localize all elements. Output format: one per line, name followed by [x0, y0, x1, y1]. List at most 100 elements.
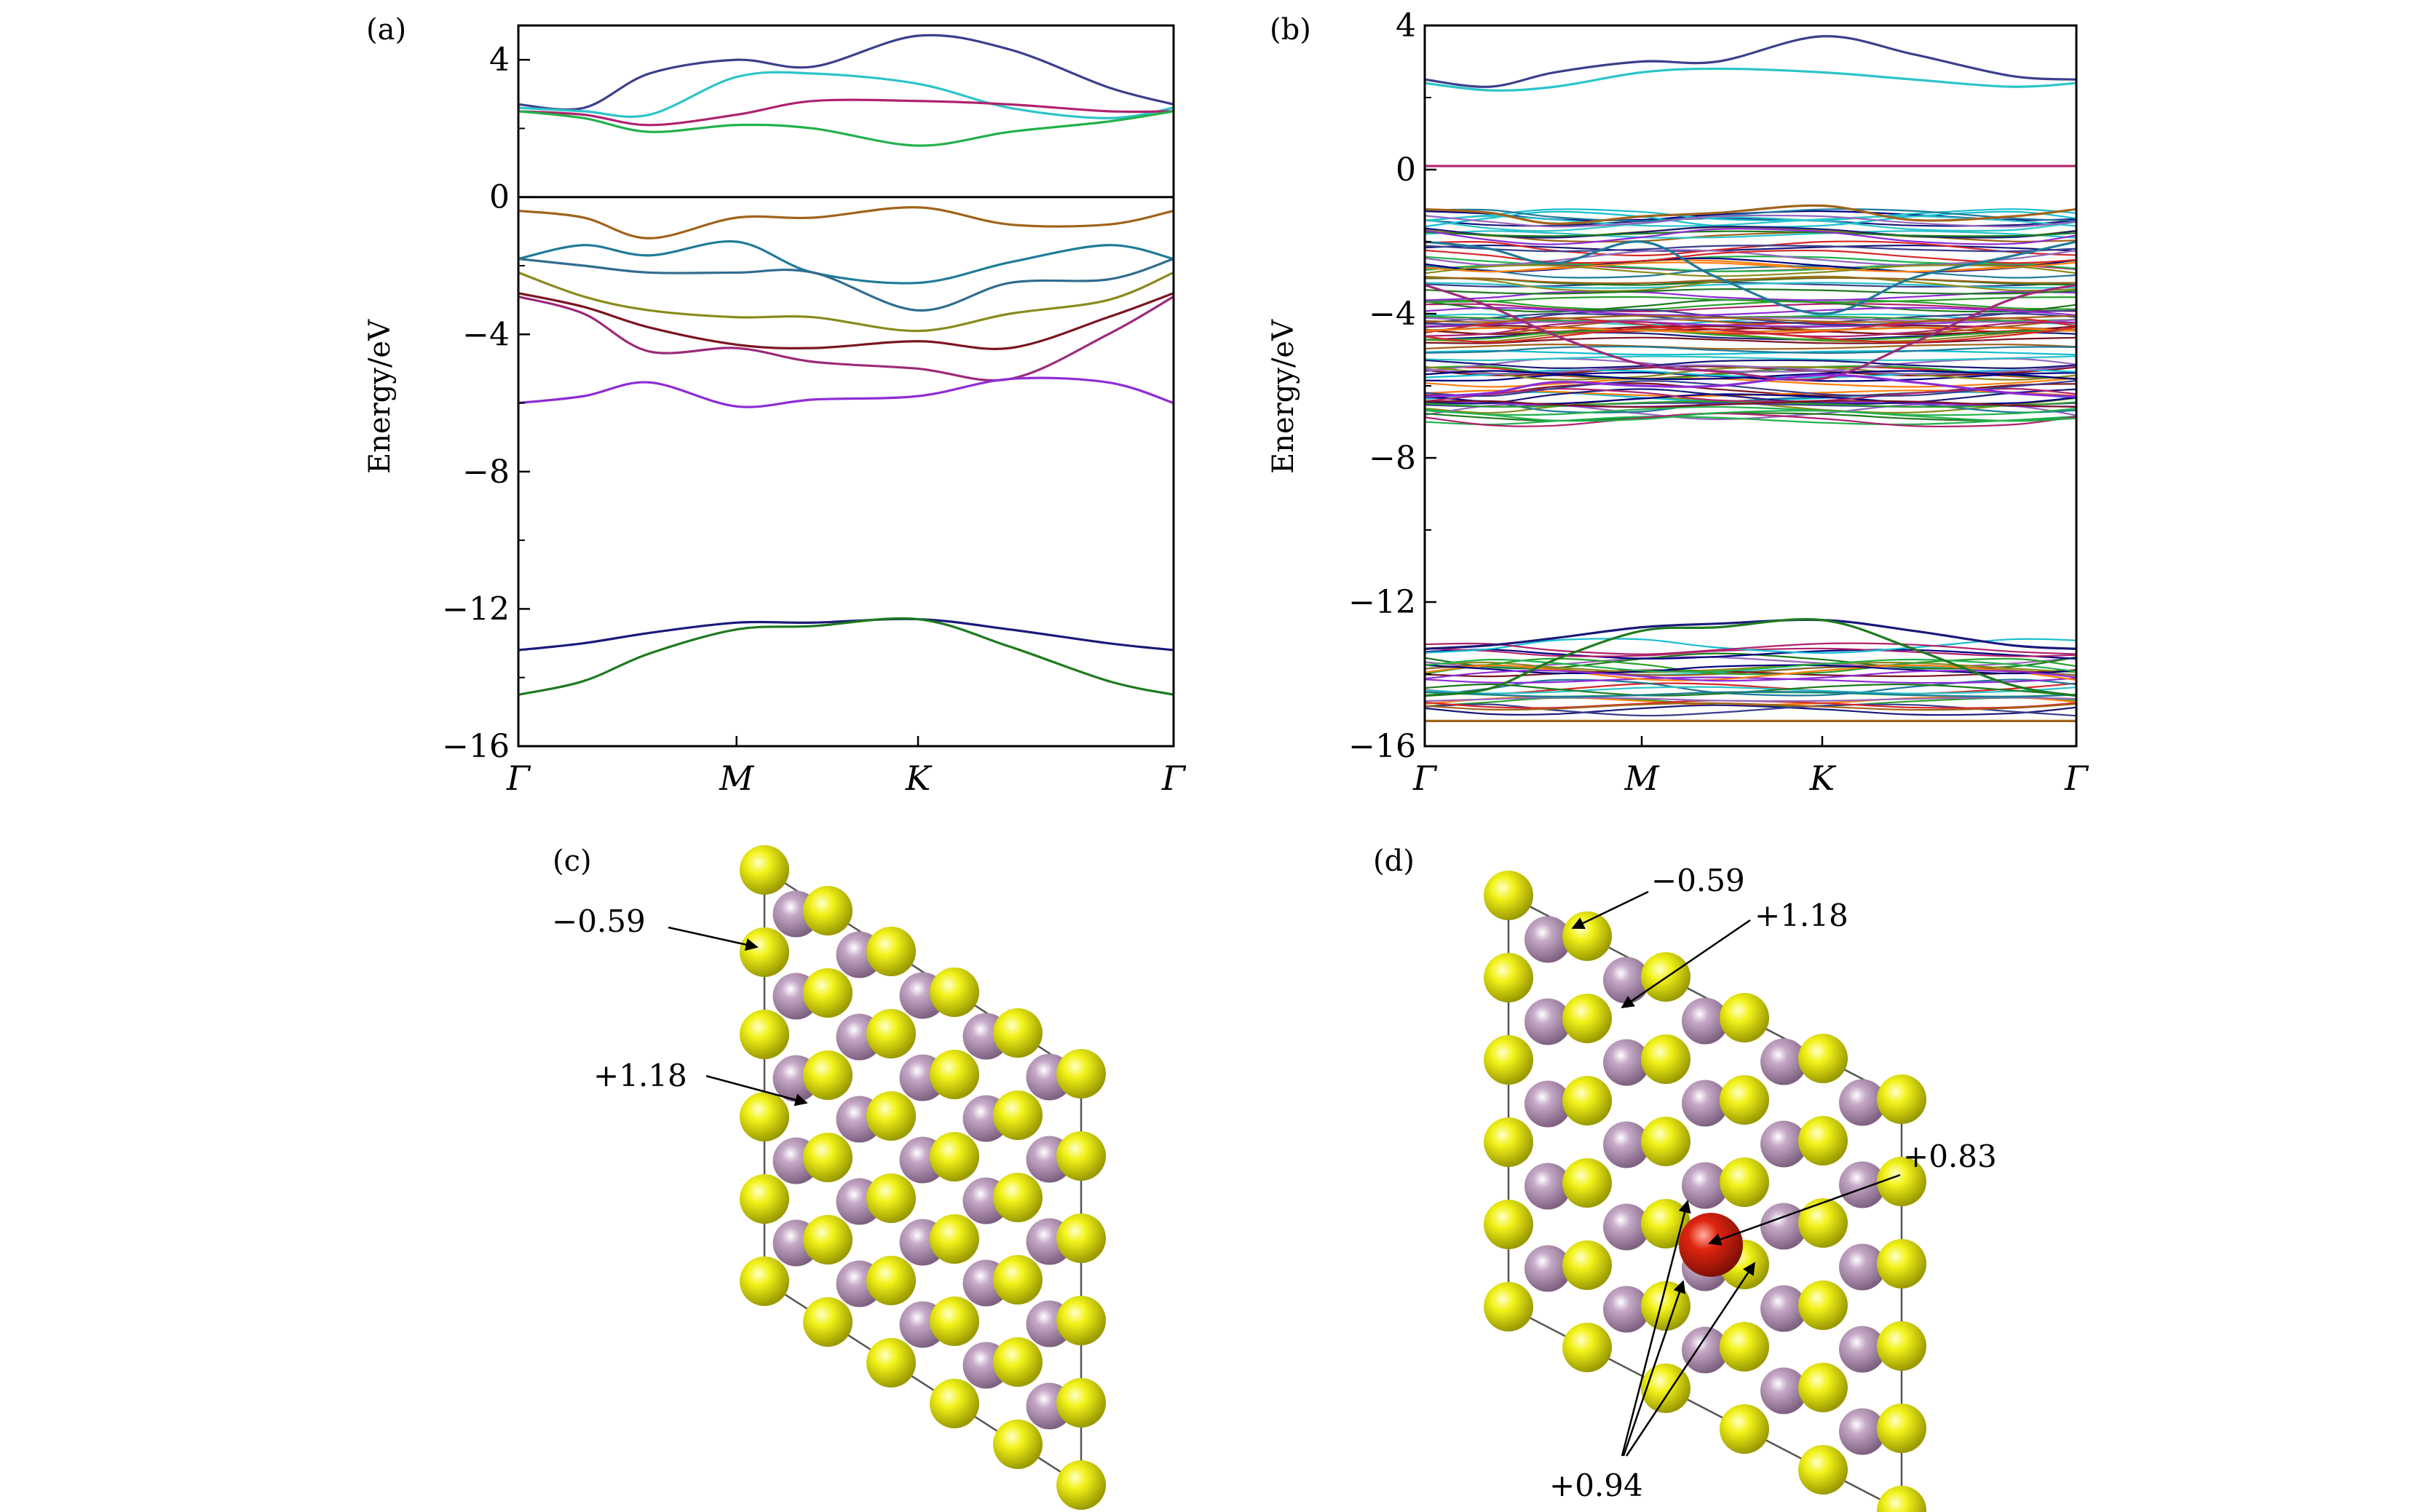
- band-line: [1425, 649, 2076, 660]
- s-atom: [1720, 1157, 1769, 1207]
- s-atom: [1562, 1240, 1612, 1290]
- band-line: [1425, 261, 2076, 273]
- y-tick-label: 4: [489, 41, 510, 79]
- mo-atom: [1760, 1203, 1807, 1250]
- band-line: [1425, 303, 2076, 312]
- s-atom: [866, 1173, 916, 1223]
- crystal-structure-c: [740, 845, 1106, 1510]
- band-line: [1425, 298, 2076, 311]
- band-line: [1425, 704, 2076, 716]
- band-series-line: [518, 110, 1174, 147]
- mo-atom: [1682, 1326, 1728, 1374]
- band-line: [1425, 661, 2076, 673]
- s-atom: [1484, 1117, 1533, 1167]
- band-line: [1425, 327, 2076, 333]
- band-line: [1425, 214, 2076, 228]
- band-line: [1425, 349, 2076, 356]
- s-atom: [930, 1297, 979, 1346]
- s-atom: [1877, 1321, 1926, 1371]
- kpoint-label: Γ: [506, 759, 531, 798]
- s-atom: [1798, 1198, 1848, 1248]
- s-atom: [930, 1050, 979, 1099]
- s-atom: [930, 1132, 979, 1182]
- band-series-line: [1425, 35, 2076, 88]
- s-atom: [1484, 1035, 1533, 1085]
- band-line: [1425, 409, 2076, 422]
- band-line: [1425, 369, 2076, 379]
- s-atom: [1562, 994, 1612, 1043]
- s-atom: [1798, 1445, 1848, 1495]
- band-line: [1425, 228, 2076, 245]
- s-atom: [1056, 1131, 1106, 1181]
- s-atom: [1562, 911, 1612, 961]
- charge-label-d-s: −0.59: [1651, 863, 1745, 898]
- s-atom: [1877, 1157, 1926, 1206]
- s-atom: [1484, 953, 1533, 1002]
- mo-atom: [1603, 1286, 1650, 1333]
- band-line: [1425, 318, 2076, 335]
- s-atom: [1720, 993, 1769, 1042]
- mo-atom: [1603, 1121, 1650, 1168]
- band-series-line: [518, 292, 1174, 350]
- s-atom: [803, 1050, 853, 1100]
- y-tick-label: −12: [442, 590, 510, 628]
- mo-atom: [1682, 1080, 1728, 1127]
- band-series-line: [1425, 373, 2076, 398]
- s-atom: [993, 1091, 1043, 1140]
- s-atom: [1562, 1323, 1612, 1372]
- band-series-line: [518, 98, 1174, 127]
- band-line: [1425, 355, 2076, 362]
- band-line: [1425, 264, 2076, 277]
- y-tick-label: 0: [1396, 151, 1416, 189]
- s-atom: [866, 1338, 916, 1388]
- band-line: [1425, 245, 2076, 253]
- mo-atom: [1525, 916, 1571, 963]
- arrow-d-dopant: [1708, 1173, 1901, 1246]
- arrow-d-neighbor-1: [1621, 1200, 1691, 1457]
- band-structure-chart-b: Energy/eV Γ M K Γ 4 0 −4 −8 −12 −16: [1267, 7, 2089, 798]
- y-tick-label: −12: [1348, 584, 1416, 621]
- mo-atom: [1525, 1163, 1571, 1210]
- s-atom: [1720, 1322, 1769, 1372]
- charge-label-c-mo: +1.18: [593, 1058, 687, 1093]
- s-atom: [866, 1009, 916, 1058]
- mo-atom: [1603, 1203, 1650, 1251]
- s-atom: [803, 886, 853, 935]
- kpoint-label: Γ: [2064, 759, 2089, 798]
- y-tick-label: −4: [1369, 296, 1416, 333]
- mo-atom: [1682, 1162, 1728, 1209]
- s-atom: [930, 1379, 979, 1428]
- y-tick-label: 4: [1396, 7, 1416, 44]
- band-structure-chart-a: Energy/eV Γ M K Γ 4 0 −4 −8 −12 −16: [363, 24, 1187, 798]
- band-line: [1425, 359, 2076, 369]
- panel-label-d: (d): [1373, 844, 1415, 878]
- s-atom: [930, 1214, 979, 1264]
- s-atom: [1484, 1200, 1533, 1249]
- band-line: [1425, 329, 2076, 341]
- mo-atom: [1760, 1367, 1807, 1414]
- mo-atom: [1525, 1245, 1571, 1292]
- band-line: [1425, 400, 2076, 408]
- s-atom: [1720, 1404, 1769, 1454]
- charge-label-d-neighbors: +0.94: [1549, 1468, 1643, 1503]
- arrow-c-mo: [705, 1074, 808, 1107]
- s-atom: [740, 1010, 789, 1059]
- s-atom: [993, 1008, 1043, 1058]
- s-atom: [1798, 1363, 1848, 1412]
- band-line: [1425, 288, 2076, 295]
- band-series-line: [1425, 204, 2076, 225]
- s-atom: [740, 1174, 789, 1224]
- band-line: [1425, 249, 2076, 264]
- band-series-line: [518, 71, 1174, 119]
- band-line: [1425, 642, 2076, 655]
- arrow-d-neighbor-2: [1622, 1280, 1686, 1457]
- band-line: [1425, 216, 2076, 232]
- s-atom: [993, 1173, 1043, 1222]
- band-line: [1425, 647, 2076, 657]
- s-atom: [1056, 1460, 1106, 1510]
- s-atom: [866, 1256, 916, 1305]
- band-line: [1425, 686, 2076, 694]
- band-line: [1425, 670, 2076, 682]
- y-tick-label: −4: [462, 316, 510, 353]
- band-line: [1425, 344, 2076, 350]
